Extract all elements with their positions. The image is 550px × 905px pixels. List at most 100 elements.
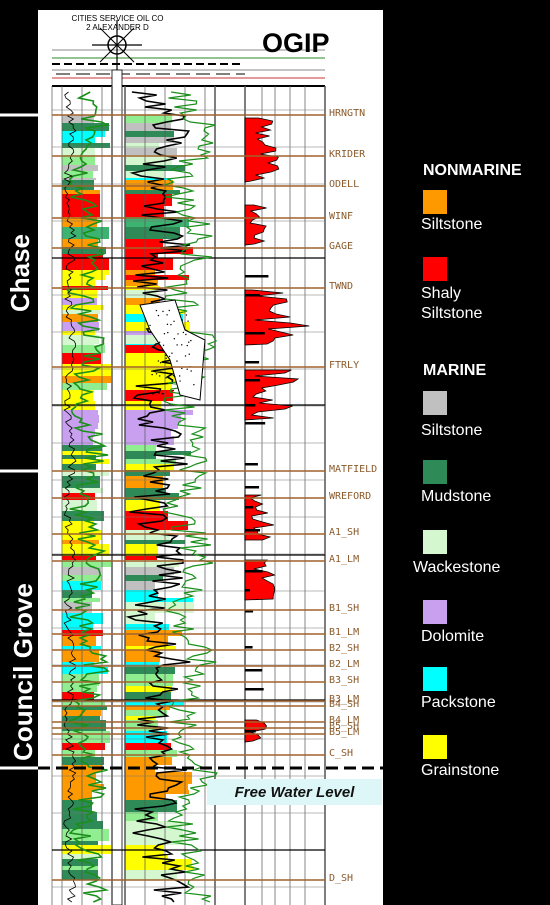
formation-label: B4_LM [329,715,360,726]
litho-band [62,217,97,227]
formation-label: ODELL [329,179,360,190]
formation-label: GAGE [329,241,354,252]
litho-band [62,353,101,364]
ogip-tick [245,379,261,382]
legend-swatch-marine-siltstone [422,390,448,416]
litho-band [125,137,174,143]
litho-band [62,280,95,286]
litho-band [125,590,158,598]
litho-band [125,650,160,662]
litho-band [125,455,156,459]
litho-band [125,866,194,870]
litho-band [62,866,98,870]
formation-label: A1_SH [329,527,360,538]
litho-band [62,841,98,845]
formation-label: B4_SH [329,699,360,710]
formation-label: D_SH [329,873,354,884]
litho-band [125,530,170,540]
litho-band [125,464,174,470]
litho-band [62,115,94,123]
litho-band [62,470,109,476]
ogip-tick [245,529,261,532]
litho-band [62,540,99,544]
lithology-track-right [125,115,194,880]
litho-band [62,790,92,794]
litho-band [125,667,175,674]
litho-band [125,410,193,415]
litho-band [62,423,98,429]
litho-band [62,750,95,757]
litho-band [62,624,93,630]
legend-label-shaly-siltstone: Shaly Siltstone [421,285,483,322]
litho-band [62,544,109,556]
formation-label: B5_LM [329,727,360,738]
ogip-tick [245,589,251,592]
formation-label: C_SH [329,748,354,759]
litho-band [62,455,96,459]
litho-band [125,560,179,567]
litho-band [125,280,158,286]
litho-band [125,171,164,178]
ogip-tick [245,610,254,613]
litho-band [62,190,100,194]
litho-band [62,731,110,743]
formation-label: WINF [329,211,354,222]
litho-band [62,854,97,859]
litho-band [125,148,177,155]
litho-band [62,772,96,784]
litho-band [62,436,93,445]
litho-band [125,344,181,345]
litho-band [125,575,163,581]
ogip-tick [245,669,263,672]
litho-band [125,383,172,390]
litho-band [62,493,95,500]
ogip-tick [245,570,263,573]
litho-band [125,521,188,530]
litho-band [125,800,177,812]
litho-band [62,270,109,275]
ogip-title: OGIP [262,28,330,58]
ogip-tick [245,646,253,649]
litho-band [62,650,99,662]
litho-band [62,500,97,511]
formation-label: WREFORD [329,491,372,502]
litho-band [62,383,107,390]
litho-band [125,206,164,217]
litho-band [125,298,160,305]
litho-band [125,131,174,137]
ogip-tick [245,332,265,335]
litho-band [125,247,193,254]
legend-nonmarine-title: NONMARINE [423,162,522,179]
litho-band [62,567,101,575]
litho-band [125,476,163,488]
litho-band [62,305,104,310]
litho-band [62,290,97,298]
ogip-tick [245,730,256,733]
litho-band [125,254,158,258]
litho-band [62,148,95,155]
ogip-tick [245,463,258,466]
formation-label: B5_SH [329,721,360,732]
well-name: CITIES SERVICE OIL CO 2 ALEXANDER D [71,14,164,32]
legend-label-dolomite: Dolomite [421,628,485,645]
ogip-tick [245,275,269,278]
litho-band [62,344,94,345]
litho-band [62,258,109,270]
litho-band [125,123,171,131]
litho-band [125,190,180,194]
litho-band [125,353,186,364]
litho-band [62,646,101,650]
litho-band [62,206,100,217]
legend-label-grainstone: Grainstone [421,762,500,779]
legend-label-wackestone: Wackestone [413,559,501,576]
litho-band [125,155,172,165]
litho-band [62,800,92,812]
group-label-council-grove: Council Grove [8,583,38,761]
ogip-tick [245,294,260,297]
formation-label: KRIDER [329,149,366,160]
litho-band [62,390,93,401]
litho-band [125,290,157,298]
litho-band [62,123,109,131]
legend-label-packstone: Packstone [421,694,496,711]
